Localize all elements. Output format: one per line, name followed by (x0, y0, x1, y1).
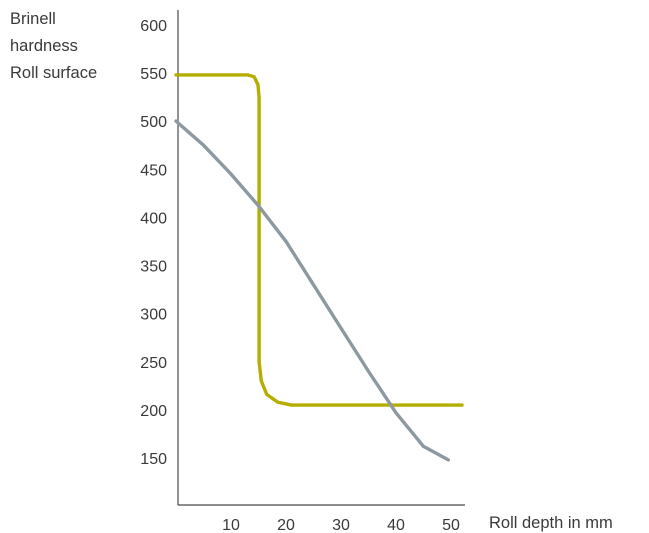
series-line-1 (174, 73, 464, 407)
y-axis-title-line-1: Brinell (10, 10, 56, 28)
x-tick-label: 10 (222, 517, 240, 533)
x-tick-label: 40 (387, 517, 405, 533)
y-tick-label: 300 (140, 307, 167, 324)
x-tick-label: 20 (277, 517, 295, 533)
series-layer (174, 73, 464, 462)
x-axis-ticks: 10 20 30 40 50 (222, 517, 460, 533)
y-tick-label: 400 (140, 210, 167, 227)
y-tick-label: 500 (140, 114, 167, 131)
y-axis-title-line-3: Roll surface (10, 64, 97, 82)
y-tick-label: 550 (140, 66, 167, 83)
x-tick-label: 30 (332, 517, 350, 533)
y-axis-ticks: 600 550 500 450 400 350 300 250 200 150 (140, 18, 167, 468)
y-tick-label: 250 (140, 355, 167, 372)
y-axis-title-line-2: hardness (10, 37, 78, 55)
y-tick-label: 150 (140, 451, 167, 468)
y-tick-label: 200 (140, 403, 167, 420)
x-axis-title: Roll depth in mm (489, 514, 613, 532)
x-tick-label: 50 (442, 517, 460, 533)
y-axis-title: Brinell hardness Roll surface (10, 10, 97, 82)
series-line-2 (174, 119, 450, 462)
y-tick-label: 600 (140, 18, 167, 35)
y-tick-label: 450 (140, 162, 167, 179)
y-tick-label: 350 (140, 259, 167, 276)
